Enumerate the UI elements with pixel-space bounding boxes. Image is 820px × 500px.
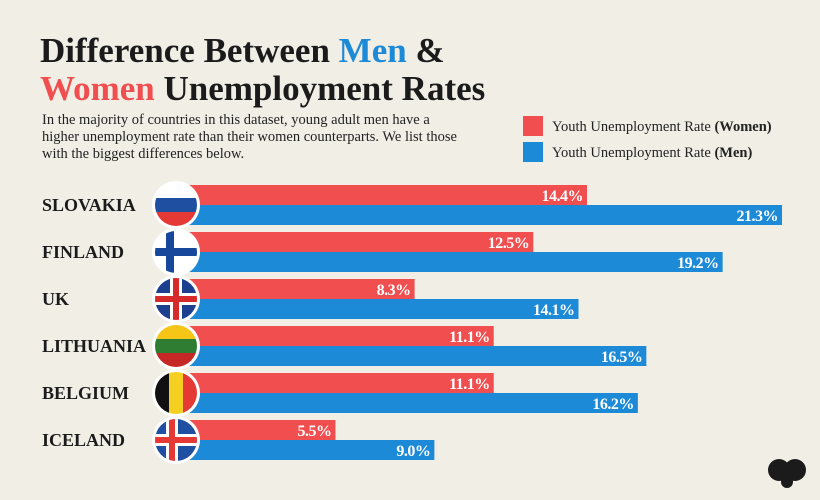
flag-part — [155, 325, 197, 339]
flag-part — [183, 372, 197, 414]
flag-body — [155, 372, 197, 414]
title-highlight: Men — [339, 31, 407, 70]
value-label: 16.2% — [592, 396, 634, 413]
flag — [152, 369, 200, 417]
logo-part — [784, 459, 806, 481]
bar — [180, 185, 587, 205]
title-text: Difference Between — [40, 31, 339, 70]
bar — [180, 252, 723, 272]
flag-part — [155, 184, 197, 198]
chart-title-line: Difference Between Men & — [40, 31, 445, 70]
category-label: UK — [42, 289, 69, 309]
flag-part — [155, 198, 197, 212]
flag — [152, 322, 200, 370]
value-label: 14.4% — [541, 188, 583, 205]
bar — [180, 299, 579, 319]
flag-body — [155, 325, 197, 367]
flag-body — [155, 278, 197, 320]
bar — [180, 440, 435, 460]
logo — [768, 459, 806, 488]
legend-label[interactable]: Youth Unemployment Rate (Men) — [552, 145, 752, 161]
title-text: & — [407, 31, 445, 70]
bar — [180, 279, 415, 299]
flag-part — [166, 231, 174, 273]
value-label: 19.2% — [677, 255, 719, 272]
flag-body — [155, 231, 197, 273]
title-text: Unemployment Rates — [155, 69, 486, 108]
bar — [180, 346, 647, 366]
flag-part — [155, 437, 197, 443]
value-label: 9.0% — [396, 443, 430, 460]
flag-body — [155, 184, 197, 226]
flag-part — [173, 278, 179, 320]
title-highlight: Women — [40, 69, 155, 108]
value-label: 5.5% — [297, 423, 331, 440]
logo-part — [781, 476, 793, 488]
value-label: 11.1% — [449, 376, 490, 393]
flag-part — [155, 248, 197, 256]
logo-part — [768, 459, 790, 481]
flag-part — [169, 419, 175, 461]
chart-title-line: Women Unemployment Rates — [40, 69, 485, 108]
value-label: 12.5% — [488, 235, 530, 252]
flag — [152, 181, 200, 229]
flag-body — [155, 419, 197, 461]
flag-part — [155, 339, 197, 353]
bar — [180, 393, 638, 413]
bar — [180, 420, 336, 440]
flag-part — [169, 372, 183, 414]
value-label: 14.1% — [533, 302, 575, 319]
flag — [152, 228, 200, 276]
value-label: 21.3% — [737, 208, 779, 225]
flag — [152, 275, 200, 323]
category-label: ICELAND — [42, 430, 125, 450]
bar — [180, 205, 782, 225]
legend-label[interactable]: Youth Unemployment Rate (Women) — [552, 119, 772, 135]
value-label: 8.3% — [377, 282, 411, 299]
category-label: LITHUANIA — [42, 336, 146, 356]
flag-part — [155, 353, 197, 367]
flag-part — [155, 372, 169, 414]
bar — [180, 373, 494, 393]
value-label: 11.1% — [449, 329, 490, 346]
bar — [180, 326, 494, 346]
category-label: FINLAND — [42, 242, 124, 262]
category-label: BELGIUM — [42, 383, 129, 403]
bar — [180, 232, 534, 252]
category-label: SLOVAKIA — [42, 195, 136, 215]
legend-swatch — [523, 116, 543, 136]
flag — [152, 416, 200, 464]
legend-swatch — [523, 142, 543, 162]
chart-subtitle: In the majority of countries in this dat… — [42, 112, 457, 162]
flag-part — [155, 212, 197, 226]
value-label: 16.5% — [601, 349, 643, 366]
